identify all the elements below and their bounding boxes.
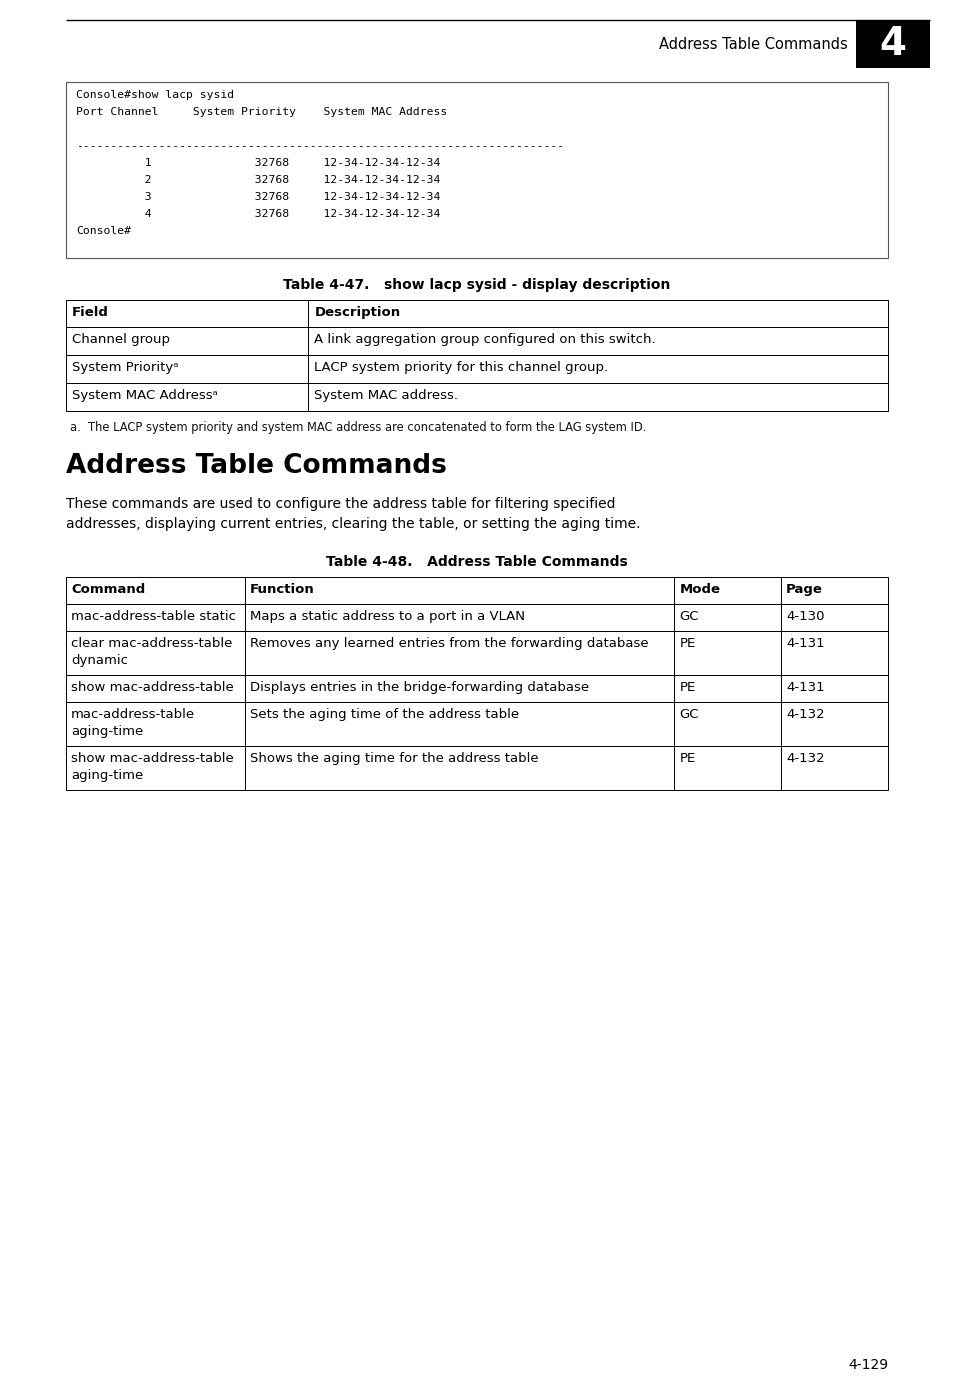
- Text: PE: PE: [679, 682, 695, 694]
- Text: aging-time: aging-time: [71, 725, 143, 738]
- Text: a.  The LACP system priority and system MAC address are concatenated to form the: a. The LACP system priority and system M…: [70, 421, 646, 434]
- Text: dynamic: dynamic: [71, 654, 128, 668]
- Text: 2               32768     12-34-12-34-12-34: 2 32768 12-34-12-34-12-34: [76, 175, 440, 185]
- Text: -----------------------------------------------------------------------: ----------------------------------------…: [76, 142, 563, 151]
- Text: Displays entries in the bridge-forwarding database: Displays entries in the bridge-forwardin…: [250, 682, 589, 694]
- Bar: [66, 675, 887, 702]
- Bar: [855, 19, 929, 68]
- Text: PE: PE: [679, 752, 695, 765]
- Text: addresses, displaying current entries, clearing the table, or setting the aging : addresses, displaying current entries, c…: [66, 516, 639, 532]
- Text: Function: Function: [250, 583, 314, 595]
- Text: 4-130: 4-130: [785, 609, 823, 623]
- Text: Table 4-48.   Address Table Commands: Table 4-48. Address Table Commands: [326, 555, 627, 569]
- Text: GC: GC: [679, 708, 698, 720]
- Text: Sets the aging time of the address table: Sets the aging time of the address table: [250, 708, 518, 720]
- Text: mac-address-table: mac-address-table: [71, 708, 195, 720]
- Text: Command: Command: [71, 583, 145, 595]
- Text: Channel group: Channel group: [71, 333, 170, 346]
- Text: Address Table Commands: Address Table Commands: [659, 36, 847, 51]
- Text: mac-address-table static: mac-address-table static: [71, 609, 235, 623]
- Bar: [66, 328, 887, 355]
- Text: A link aggregation group configured on this switch.: A link aggregation group configured on t…: [314, 333, 656, 346]
- Text: 4-132: 4-132: [785, 708, 824, 720]
- Text: 3               32768     12-34-12-34-12-34: 3 32768 12-34-12-34-12-34: [76, 192, 440, 203]
- Text: 4               32768     12-34-12-34-12-34: 4 32768 12-34-12-34-12-34: [76, 210, 440, 219]
- Text: System MAC Addressᵃ: System MAC Addressᵃ: [71, 389, 217, 403]
- Text: show mac-address-table: show mac-address-table: [71, 682, 233, 694]
- Text: System Priorityᵃ: System Priorityᵃ: [71, 361, 178, 373]
- Bar: [66, 632, 887, 675]
- Text: clear mac-address-table: clear mac-address-table: [71, 637, 233, 650]
- Text: Table 4-47.   show lacp sysid - display description: Table 4-47. show lacp sysid - display de…: [283, 278, 670, 291]
- Text: aging-time: aging-time: [71, 769, 143, 781]
- Text: 4-131: 4-131: [785, 637, 824, 650]
- Text: Console#: Console#: [76, 226, 131, 236]
- Text: Mode: Mode: [679, 583, 720, 595]
- Text: Description: Description: [314, 305, 400, 319]
- Text: These commands are used to configure the address table for filtering specified: These commands are used to configure the…: [66, 497, 615, 511]
- Text: 1               32768     12-34-12-34-12-34: 1 32768 12-34-12-34-12-34: [76, 158, 440, 168]
- Text: 4-131: 4-131: [785, 682, 824, 694]
- Text: Page: Page: [785, 583, 822, 595]
- Text: Maps a static address to a port in a VLAN: Maps a static address to a port in a VLA…: [250, 609, 525, 623]
- Bar: [66, 702, 887, 745]
- Bar: [66, 745, 887, 790]
- Text: 4-132: 4-132: [785, 752, 824, 765]
- Text: Address Table Commands: Address Table Commands: [66, 452, 446, 479]
- Text: 4: 4: [879, 25, 905, 62]
- Text: System MAC address.: System MAC address.: [314, 389, 458, 403]
- Bar: [66, 604, 887, 632]
- Bar: [66, 82, 887, 258]
- Bar: [66, 355, 887, 383]
- Text: Shows the aging time for the address table: Shows the aging time for the address tab…: [250, 752, 538, 765]
- Text: Removes any learned entries from the forwarding database: Removes any learned entries from the for…: [250, 637, 648, 650]
- Text: LACP system priority for this channel group.: LACP system priority for this channel gr…: [314, 361, 608, 373]
- Text: show mac-address-table: show mac-address-table: [71, 752, 233, 765]
- Text: GC: GC: [679, 609, 698, 623]
- Bar: [66, 383, 887, 411]
- Text: PE: PE: [679, 637, 695, 650]
- Text: Port Channel     System Priority    System MAC Address: Port Channel System Priority System MAC …: [76, 107, 447, 117]
- Bar: [66, 300, 887, 328]
- Bar: [66, 577, 887, 604]
- Text: 4-129: 4-129: [847, 1357, 887, 1371]
- Text: Console#show lacp sysid: Console#show lacp sysid: [76, 90, 233, 100]
- Text: Field: Field: [71, 305, 109, 319]
